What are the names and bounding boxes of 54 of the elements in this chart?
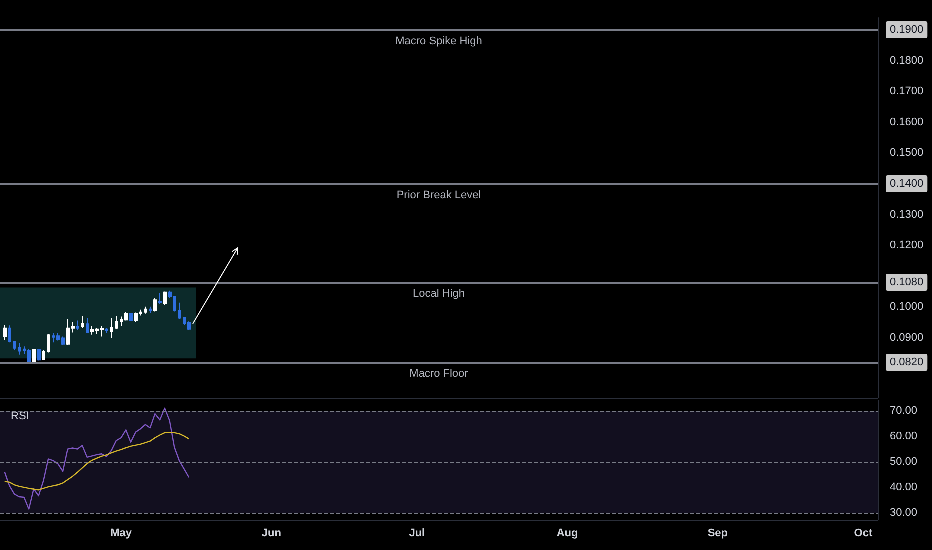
x-tick-label: Jun [262,528,282,540]
y-tick-label: 0.1500 [890,147,924,160]
y-tick-label: 0.1400 [890,178,924,190]
candlestick [105,328,108,334]
candlestick [163,291,167,306]
candlestick [18,342,21,356]
y-tick-label: 0.0820 [890,356,924,369]
candlestick [134,312,138,322]
candlestick [27,348,31,364]
candlestick [129,312,133,322]
ref-line-label: Macro Floor [410,368,469,380]
y-tick-label: 0.0900 [890,332,924,344]
candlestick [115,316,118,330]
candlestick [187,321,191,330]
y-tick-label: 0.1700 [890,86,924,98]
y-tick-label: 0.1600 [890,116,924,128]
x-tick-label: Oct [854,528,873,540]
y-tick-label: 0.1800 [890,54,924,67]
ref-line-label: Macro Spike High [396,36,482,48]
y-tick-label: 40.00 [890,482,918,494]
candlestick [110,318,113,339]
candlestick [8,325,11,344]
y-tick-label: 60.00 [890,430,918,443]
candlestick [3,324,7,341]
candlestick [81,316,84,329]
y-tick-label: 50.00 [890,456,918,468]
line-series [4,432,190,491]
candlestick [13,340,16,350]
candlestick [32,348,36,364]
x-tick-label: Sep [708,528,728,540]
candlestick [149,306,152,314]
y-tick-label: 0.1000 [890,301,924,314]
y-tick-label: 0.1300 [890,208,924,221]
text: RSI [11,410,30,422]
y-tick-label: 0.1080 [890,276,924,289]
x-tick-label: May [110,528,133,540]
x-tick-label: Jul [409,528,426,540]
line-series [4,408,190,510]
candlestick [47,333,50,354]
y-tick-label: 0.1900 [890,24,924,36]
ref-line-label: Local High [413,288,465,300]
candlestick [86,318,89,334]
y-tick-label: 30.00 [890,507,918,520]
candlestick [178,302,181,320]
candlestick [153,298,157,312]
y-tick-label: 70.00 [890,404,918,417]
candlestick [37,348,41,362]
candlestick [42,349,45,361]
candlestick [144,306,147,314]
y-tick-label: 0.1200 [890,240,924,252]
candlestick [158,292,162,305]
candlestick [76,320,79,330]
x-tick-label: Aug [556,528,578,540]
ref-line-label: Prior Break Level [396,189,482,202]
